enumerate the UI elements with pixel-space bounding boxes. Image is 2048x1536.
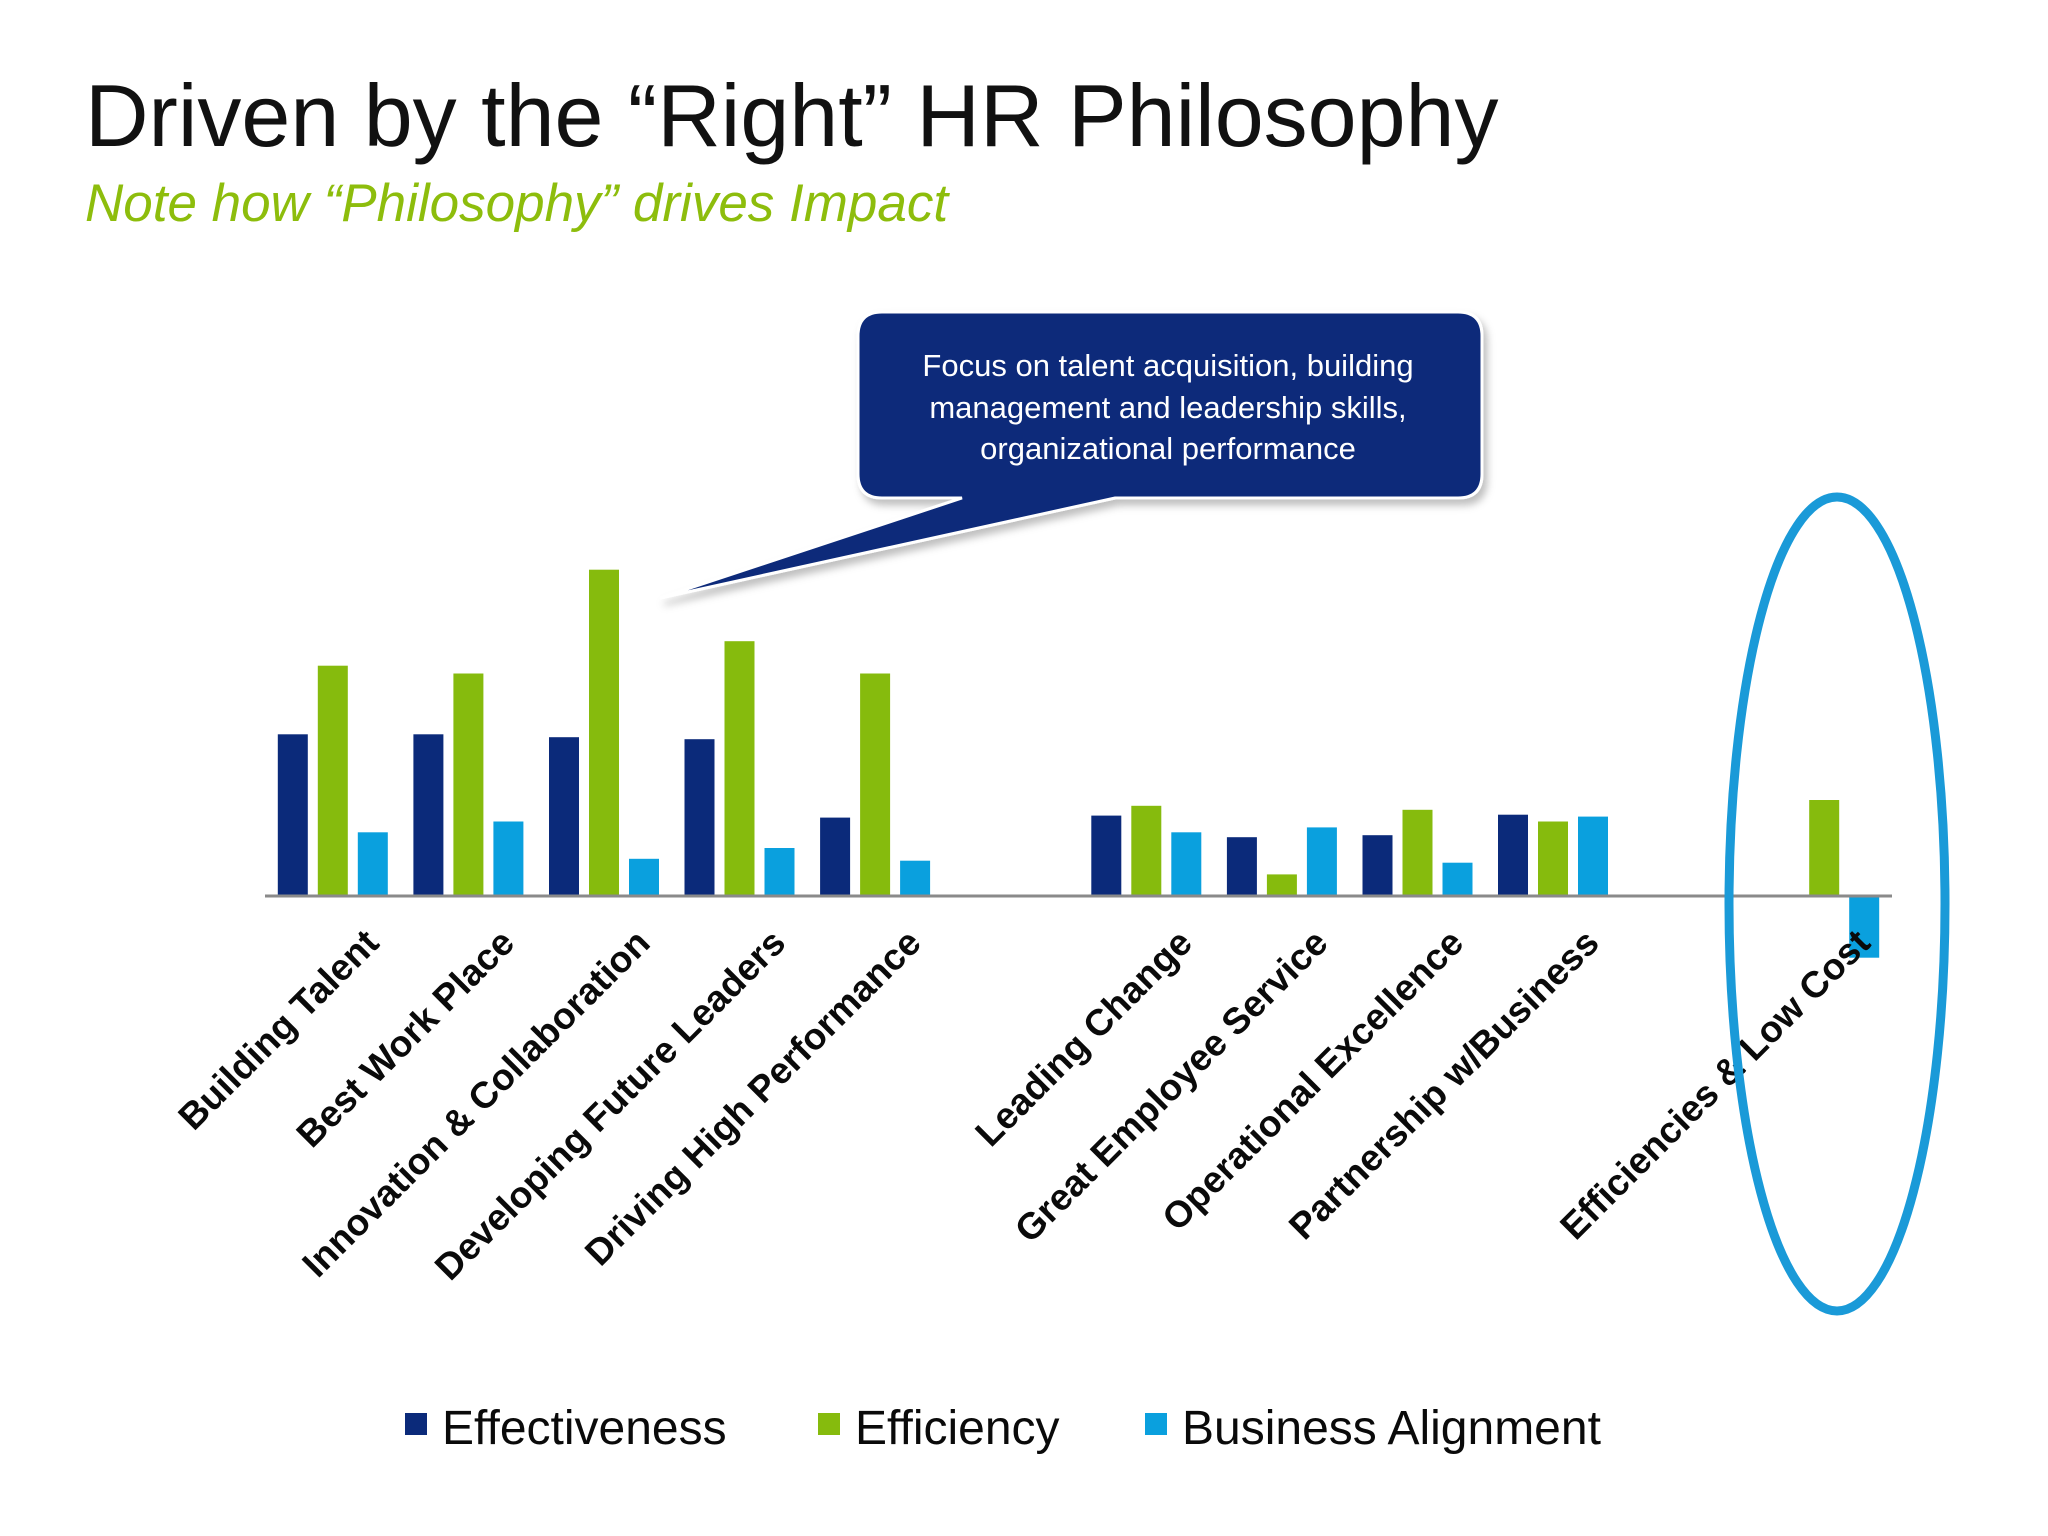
legend-swatch-effectiveness bbox=[405, 1413, 427, 1435]
bar-effectiveness-developing-future-leaders bbox=[684, 739, 715, 896]
legend-label-efficiency: Efficiency bbox=[855, 1402, 1060, 1455]
bar-business-alignment-operational-excellence bbox=[1442, 862, 1473, 896]
bar-business-alignment-building-talent bbox=[357, 832, 388, 896]
callout-shape bbox=[659, 310, 1484, 600]
callout-line-1: Focus on talent acquisition, building bbox=[922, 348, 1413, 383]
bar-efficiency-efficiencies-low-cost bbox=[1809, 800, 1840, 896]
bar-effectiveness-driving-high-performance bbox=[820, 817, 851, 896]
bar-effectiveness-leading-change bbox=[1091, 815, 1122, 896]
callout-line-2: management and leadership skills, bbox=[929, 390, 1406, 425]
bar-efficiency-great-employee-service bbox=[1266, 874, 1297, 896]
bar-business-alignment-great-employee-service bbox=[1306, 827, 1337, 896]
legend-label-effectiveness: Effectiveness bbox=[442, 1402, 727, 1455]
category-label-efficiencies-low-cost: Efficiencies & Low Cost bbox=[1552, 922, 1878, 1248]
bar-business-alignment-efficiencies-low-cost bbox=[1849, 896, 1880, 958]
bar-efficiency-building-talent bbox=[317, 665, 348, 896]
callout-bubble: Focus on talent acquisition, building ma… bbox=[659, 310, 1484, 600]
bar-efficiency-leading-change bbox=[1131, 805, 1162, 896]
slide-title: Driven by the “Right” HR Philosophy bbox=[85, 66, 1499, 165]
slide-subtitle: Note how “Philosophy” drives Impact bbox=[85, 174, 949, 233]
bar-efficiency-operational-excellence bbox=[1402, 809, 1433, 896]
legend-swatch-efficiency bbox=[818, 1413, 840, 1435]
legend-swatch-business-alignment bbox=[1145, 1413, 1167, 1435]
bars-group bbox=[277, 569, 1880, 958]
bar-business-alignment-developing-future-leaders bbox=[764, 848, 795, 896]
bar-effectiveness-operational-excellence bbox=[1362, 835, 1393, 896]
legend-label-business-alignment: Business Alignment bbox=[1182, 1402, 1601, 1455]
bar-efficiency-developing-future-leaders bbox=[724, 641, 755, 896]
bar-business-alignment-best-work-place bbox=[493, 821, 524, 896]
bar-effectiveness-best-work-place bbox=[413, 734, 444, 896]
bar-business-alignment-innovation-collaboration bbox=[629, 858, 659, 896]
bar-business-alignment-partnership-w-business bbox=[1578, 816, 1608, 896]
bar-effectiveness-partnership-w-business bbox=[1498, 814, 1528, 896]
bar-efficiency-best-work-place bbox=[453, 673, 484, 896]
bar-business-alignment-driving-high-performance bbox=[900, 860, 931, 896]
bar-effectiveness-innovation-collaboration bbox=[549, 737, 579, 896]
bar-efficiency-partnership-w-business bbox=[1538, 821, 1568, 896]
bar-efficiency-driving-high-performance bbox=[860, 673, 891, 896]
bar-business-alignment-leading-change bbox=[1171, 832, 1202, 896]
highlight-ellipse bbox=[1724, 492, 1950, 1316]
legend: Effectiveness Efficiency Business Alignmen… bbox=[405, 1402, 1601, 1455]
callout-line-3: organizational performance bbox=[980, 431, 1356, 466]
bar-effectiveness-great-employee-service bbox=[1226, 837, 1257, 896]
bar-effectiveness-building-talent bbox=[277, 734, 308, 896]
bar-efficiency-innovation-collaboration bbox=[589, 569, 619, 896]
